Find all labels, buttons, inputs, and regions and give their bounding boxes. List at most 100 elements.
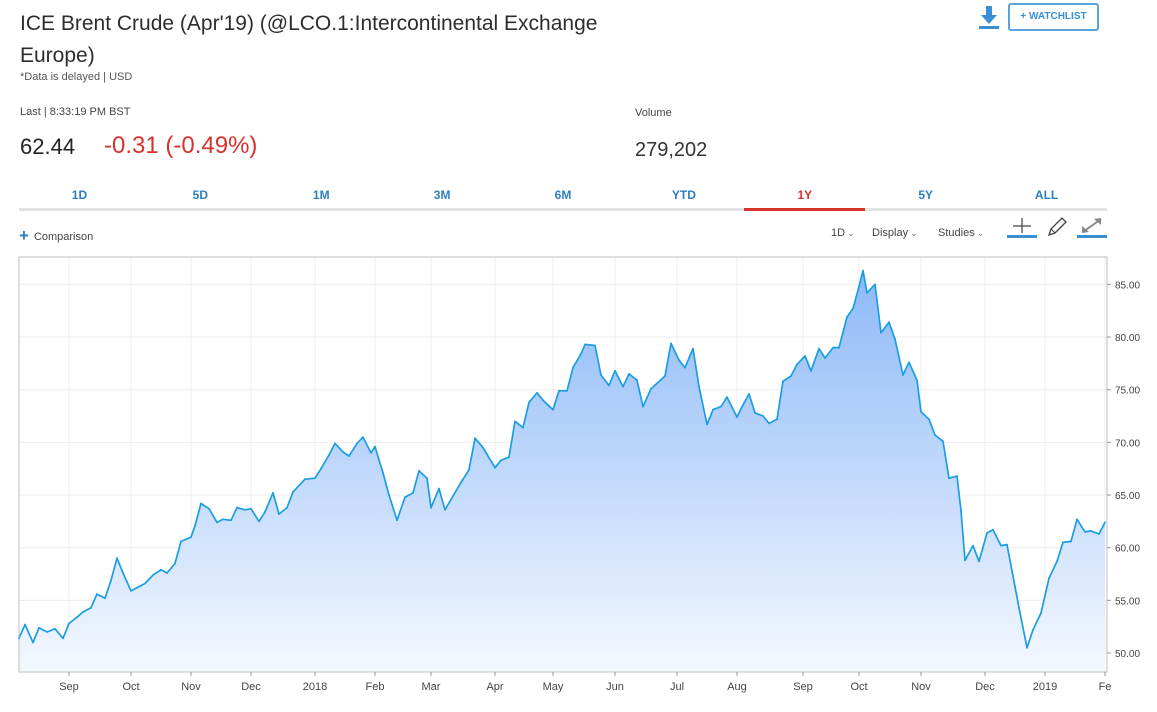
draw-tool-button[interactable] xyxy=(1043,216,1069,238)
price-point xyxy=(580,353,582,355)
price-point xyxy=(104,597,106,600)
watchlist-button[interactable]: + WATCHLIST xyxy=(1008,3,1099,31)
price-point xyxy=(706,423,708,426)
price-point xyxy=(1070,540,1072,543)
y-tick-label: 85.00 xyxy=(1115,280,1140,291)
price-point xyxy=(96,593,98,595)
price-point xyxy=(810,369,812,372)
price-point xyxy=(76,616,78,619)
price-line xyxy=(18,269,1106,649)
price-point xyxy=(1000,544,1002,547)
price-point xyxy=(38,626,40,629)
y-tick-label: 75.00 xyxy=(1115,386,1140,397)
y-tick-label: 50.00 xyxy=(1115,649,1140,660)
price-point xyxy=(824,357,826,359)
price-point xyxy=(928,418,930,421)
price-point xyxy=(852,307,854,310)
price-points xyxy=(18,269,1106,649)
price-point xyxy=(920,410,922,413)
studies-dropdown[interactable]: Studies ⌄ xyxy=(938,227,984,239)
x-tick-label: Oct xyxy=(850,681,867,693)
x-tick-label: Nov xyxy=(911,681,931,693)
page-title: ICE Brent Crude (Apr'19) (@LCO.1:Interco… xyxy=(20,12,598,67)
studies-label: Studies xyxy=(938,227,975,239)
price-point xyxy=(62,637,64,640)
delay-note: *Data is delayed | USD xyxy=(20,71,133,83)
price-point xyxy=(388,494,390,496)
display-dropdown[interactable]: Display ⌄ xyxy=(872,227,918,239)
price-point xyxy=(948,477,950,480)
price-point xyxy=(692,347,694,350)
price-point xyxy=(24,623,26,626)
x-tick-label: Dec xyxy=(975,681,995,693)
x-tick-label: May xyxy=(543,681,564,693)
price-point xyxy=(558,389,560,392)
x-tick-label: 2019 xyxy=(1033,681,1057,693)
crosshair-tool-button[interactable] xyxy=(1007,216,1037,238)
price-point xyxy=(222,518,224,521)
price-point xyxy=(404,496,406,499)
interval-dropdown[interactable]: 1D ⌄ xyxy=(831,227,855,239)
price-change: -0.31 (-0.49%) xyxy=(104,132,258,159)
price-point xyxy=(348,455,350,457)
y-tick-label: 55.00 xyxy=(1115,596,1140,607)
price-point xyxy=(916,379,918,382)
price-point xyxy=(174,562,176,565)
price-point xyxy=(1026,646,1028,649)
download-button[interactable] xyxy=(978,4,1000,30)
pencil-icon xyxy=(1047,217,1067,237)
price-point xyxy=(986,532,988,534)
x-tick-label: Mar xyxy=(422,681,441,693)
tab-ytd[interactable]: YTD xyxy=(671,188,696,202)
price-point xyxy=(314,477,316,480)
price-point xyxy=(32,641,34,644)
price-point xyxy=(622,385,624,388)
plus-icon: + xyxy=(19,226,29,245)
x-tick-label: Dec xyxy=(241,681,261,693)
price-point xyxy=(542,399,544,402)
price-point xyxy=(796,363,798,366)
price-point xyxy=(122,572,124,574)
price-point xyxy=(1056,560,1058,563)
price-point xyxy=(566,389,568,392)
download-icon xyxy=(979,6,999,29)
price-point xyxy=(362,436,364,438)
price-point xyxy=(1014,585,1016,588)
x-tick-label: Nov xyxy=(181,681,201,693)
tab-1y[interactable]: 1Y xyxy=(744,184,866,211)
price-point xyxy=(782,380,784,383)
price-point xyxy=(292,491,294,493)
price-point xyxy=(698,385,700,388)
price-point xyxy=(628,373,630,375)
chevron-down-icon: ⌄ xyxy=(847,228,855,238)
comparison-button[interactable]: + Comparison xyxy=(19,226,93,246)
last-trade-time: Last | 8:33:19 PM BST xyxy=(20,106,131,118)
plot-frame xyxy=(18,256,1108,673)
price-point xyxy=(1104,521,1106,524)
tab-5y[interactable]: 5Y xyxy=(918,188,934,202)
price-point xyxy=(426,477,428,480)
price-point xyxy=(1084,531,1086,533)
price-point xyxy=(208,507,210,510)
tab-3m[interactable]: 3M xyxy=(433,188,451,202)
price-point xyxy=(82,611,84,613)
fullscreen-tool-button[interactable] xyxy=(1077,216,1107,238)
tab-1d[interactable]: 1D xyxy=(71,188,88,202)
price-point xyxy=(250,507,252,510)
price-point xyxy=(286,506,288,509)
tab-6m[interactable]: 6M xyxy=(554,188,572,202)
volume-value: 279,202 xyxy=(635,139,708,161)
interval-label: 1D xyxy=(831,227,846,239)
tab-5d[interactable]: 5D xyxy=(192,188,208,202)
price-point xyxy=(320,467,322,470)
tab-1m[interactable]: 1M xyxy=(312,188,330,202)
price-point xyxy=(200,502,202,505)
price-point xyxy=(960,509,962,512)
price-point xyxy=(278,513,280,515)
x-tick-label: Oct xyxy=(122,681,139,693)
price-point xyxy=(412,492,414,494)
tab-all[interactable]: ALL xyxy=(1034,188,1059,202)
y-tick-label: 80.00 xyxy=(1115,333,1140,344)
price-point xyxy=(684,366,686,369)
